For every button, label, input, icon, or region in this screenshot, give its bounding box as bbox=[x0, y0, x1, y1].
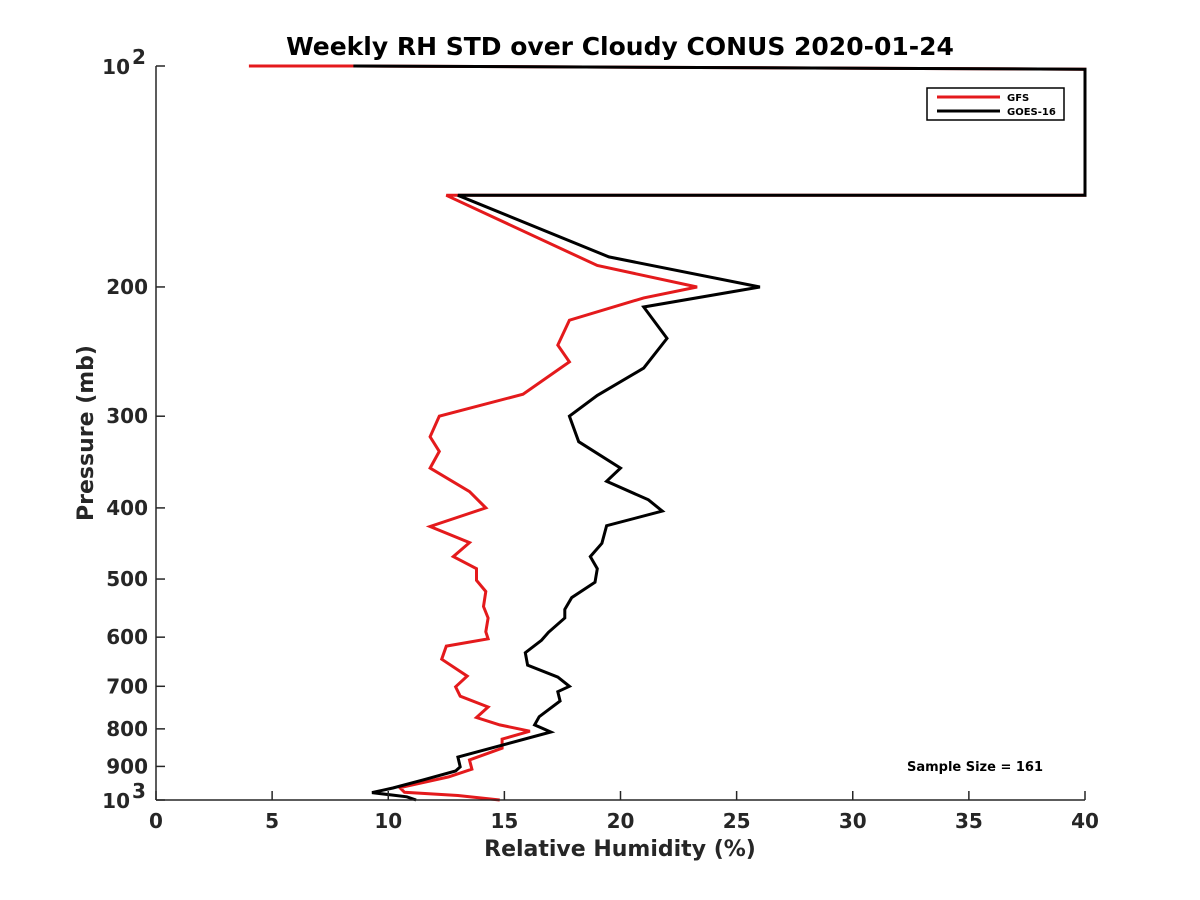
y-tick-label: 500 bbox=[106, 567, 148, 591]
legend: GFS GOES-16 bbox=[926, 87, 1065, 121]
y-tick-label: 600 bbox=[106, 625, 148, 649]
chart-title: Weekly RH STD over Cloudy CONUS 2020-01-… bbox=[286, 32, 954, 61]
y-tick-label: 300 bbox=[106, 404, 148, 428]
x-tick-label: 15 bbox=[490, 809, 518, 833]
sample-size-annotation: Sample Size = 161 bbox=[907, 760, 1043, 775]
y-tick-label: 200 bbox=[106, 275, 148, 299]
y-tick-label: 10 bbox=[102, 789, 130, 813]
x-axis-label: Relative Humidity (%) bbox=[484, 837, 756, 862]
x-axis-ticks: 0 5 10 15 20 25 30 35 40 bbox=[149, 791, 1099, 833]
y-tick-exponent: 2 bbox=[132, 45, 146, 69]
legend-label: GFS bbox=[1007, 93, 1029, 104]
x-tick-label: 0 bbox=[149, 809, 163, 833]
axes bbox=[155, 66, 1085, 801]
y-axis-label: Pressure (mb) bbox=[74, 345, 99, 521]
y-tick-label: 400 bbox=[106, 496, 148, 520]
legend-label: GOES-16 bbox=[1007, 107, 1056, 118]
series-line-gfs bbox=[248, 64, 1087, 802]
series-line-goes-16 bbox=[353, 64, 1087, 802]
plot-lines bbox=[248, 64, 1087, 802]
x-tick-label: 40 bbox=[1071, 809, 1099, 833]
y-tick-label: 900 bbox=[106, 754, 148, 778]
x-tick-label: 35 bbox=[955, 809, 983, 833]
y-tick-exponent: 3 bbox=[132, 779, 146, 803]
y-tick-label: 10 bbox=[102, 55, 130, 79]
x-tick-label: 10 bbox=[374, 809, 402, 833]
x-tick-label: 30 bbox=[839, 809, 867, 833]
x-tick-label: 5 bbox=[265, 809, 279, 833]
y-tick-label: 800 bbox=[106, 717, 148, 741]
x-tick-label: 25 bbox=[723, 809, 751, 833]
legend-box bbox=[926, 87, 1065, 121]
y-tick-label: 700 bbox=[106, 674, 148, 698]
x-tick-label: 20 bbox=[607, 809, 635, 833]
